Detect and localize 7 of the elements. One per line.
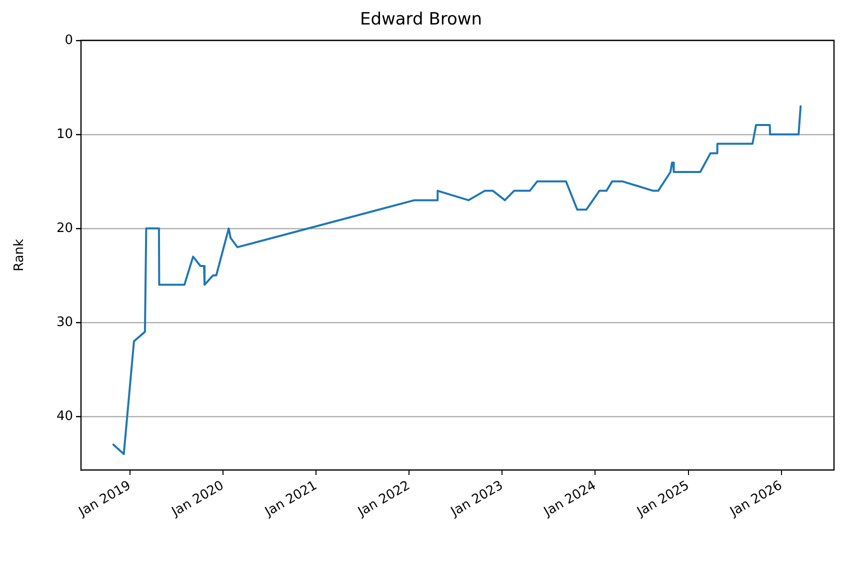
y-tick-label: 20 <box>56 220 73 236</box>
y-tick-label: 30 <box>56 314 73 330</box>
y-tick-label: 0 <box>64 32 73 48</box>
chart-title: Edward Brown <box>360 10 482 30</box>
y-tick-label: 40 <box>56 408 73 424</box>
y-tick-label: 10 <box>56 126 73 142</box>
y-axis-title: Rank <box>12 238 28 272</box>
